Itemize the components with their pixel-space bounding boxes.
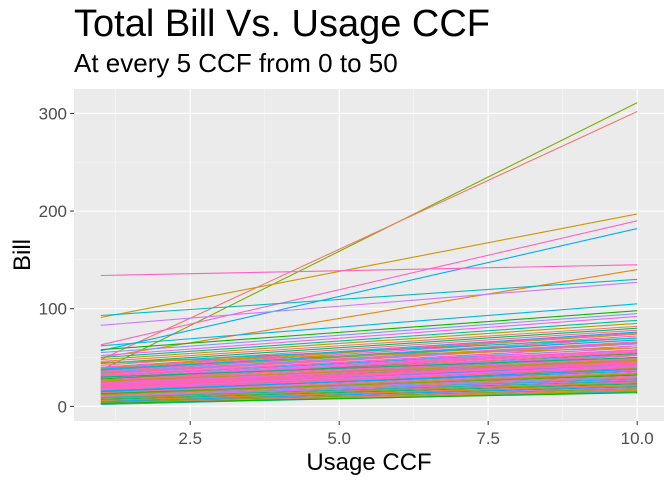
series-line-12 [100,313,638,354]
series-line-59 [100,380,638,399]
series-line-67 [100,388,638,403]
series-line-58 [100,379,638,398]
series-line-82 [100,360,638,387]
series-line-85 [100,364,638,390]
series-line-71 [100,392,638,404]
y-tick-label: 0 [58,397,67,416]
series-line-4 [100,220,638,346]
y-tick-label: 100 [39,300,67,319]
series-line-79 [100,355,638,384]
x-axis-ticks: 2.5 5.0 7.5 10.0 [178,421,654,448]
x-tick-label: 10.0 [621,429,654,448]
series-line-89 [100,343,638,373]
series-line-14 [100,319,638,359]
series-line-56 [100,377,638,397]
series-line-5 [100,228,638,352]
series-line-77 [100,349,638,381]
series-line-94 [100,373,638,396]
series-line-13 [100,315,638,357]
series-line-75 [100,345,638,377]
series-line-86 [100,366,638,391]
series-lines [100,102,638,405]
series-line-91 [100,356,638,378]
y-tick-label: 200 [39,202,67,221]
series-line-1 [100,102,638,371]
series-line-76 [100,347,638,379]
series-line-64 [100,385,638,402]
series-line-9 [100,281,638,326]
series-line-87 [100,337,638,364]
x-tick-label: 5.0 [327,429,351,448]
minor-gridlines [74,89,664,421]
series-line-15 [100,322,638,361]
series-line-62 [100,383,638,401]
series-line-17 [100,327,638,364]
series-line-90 [100,347,638,363]
chart-subtitle: At every 5 CCF from 0 to 50 [74,48,398,78]
series-line-61 [100,382,638,400]
y-axis-title: Bill [9,239,36,271]
series-line-3 [100,213,638,319]
series-line-93 [100,368,638,393]
series-line-11 [100,310,638,351]
chart-title: Total Bill Vs. Usage CCF [74,3,490,45]
series-line-65 [100,386,638,403]
series-line-10 [100,303,638,347]
x-axis-title: Usage CCF [306,449,431,476]
series-line-16 [100,325,638,362]
series-line-83 [100,361,638,388]
series-line-21 [100,335,638,370]
series-line-8 [100,278,638,317]
series-line-84 [100,362,638,389]
x-tick-label: 7.5 [476,429,500,448]
y-axis-ticks: 0 100 200 300 [39,104,74,416]
y-tick-label: 300 [39,104,67,123]
series-line-6 [100,264,638,277]
series-line-92 [100,359,638,382]
x-tick-label: 2.5 [178,429,202,448]
